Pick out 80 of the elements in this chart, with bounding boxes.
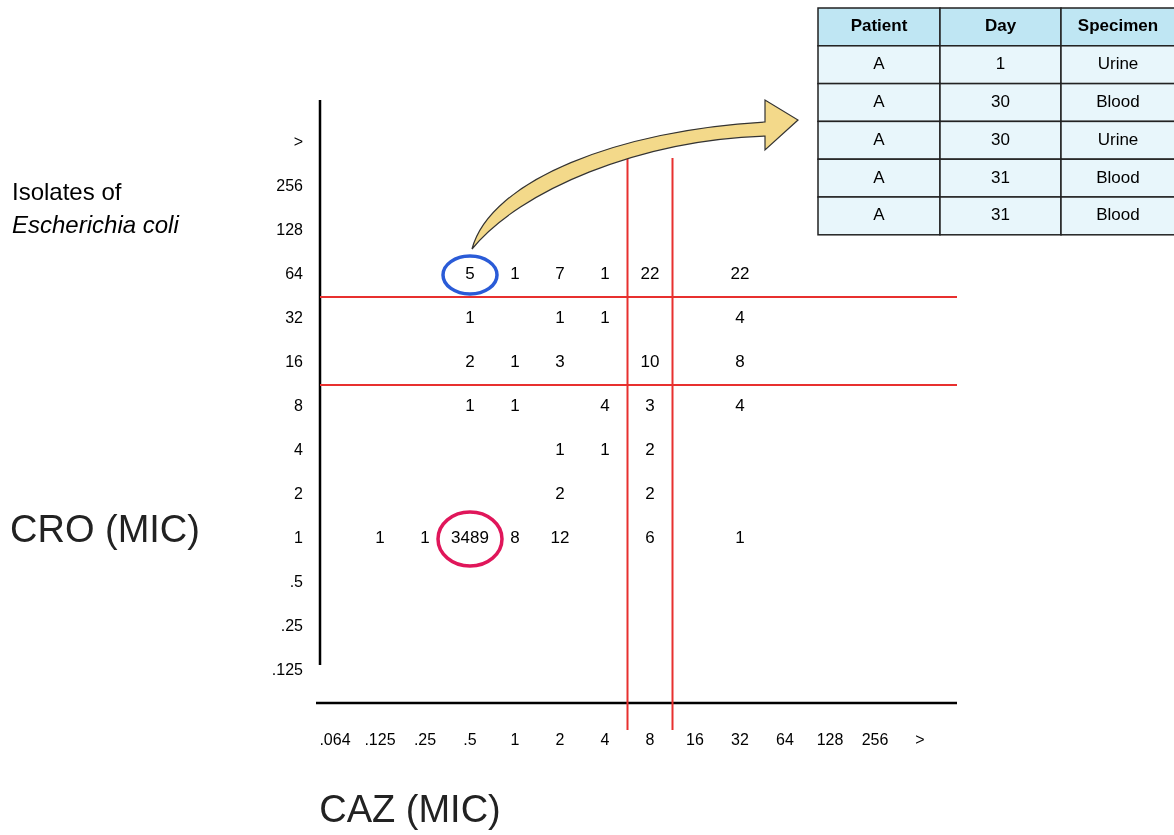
data-label: 2	[465, 352, 475, 372]
data-label: 1	[375, 528, 385, 548]
text: Blood	[1096, 205, 1140, 225]
data-label: 2	[645, 440, 655, 460]
y-axis-title: CRO (MIC)	[10, 508, 200, 550]
data-label: 1	[600, 440, 610, 460]
text: A	[873, 54, 885, 74]
y-tick-label: 4	[294, 441, 304, 459]
category-label: Patient	[850, 16, 908, 36]
data-label: 1	[555, 440, 565, 460]
y-tick-label: .5	[289, 573, 304, 591]
text: Blood	[1096, 91, 1140, 111]
text: 31	[991, 167, 1010, 187]
data-label: 3	[645, 396, 655, 416]
text: A	[873, 167, 885, 187]
x-tick-label: 1	[510, 731, 520, 748]
data-label: 1	[510, 396, 520, 416]
y-tick-label: 128	[276, 221, 304, 239]
x-axis-title: CAZ (MIC)	[319, 788, 501, 830]
data-label: 4	[600, 396, 610, 416]
data-label: 4	[735, 396, 745, 416]
text: 31	[991, 205, 1010, 225]
x-tick-label: .125	[364, 731, 396, 748]
x-tick-label: 128	[816, 731, 844, 748]
y-tick-label: 256	[276, 177, 304, 195]
x-tick-label: 64	[776, 731, 794, 748]
y-tick-label: .125	[271, 661, 304, 679]
text: A	[873, 91, 885, 111]
text: A	[873, 205, 885, 225]
data-label: 12	[550, 528, 570, 548]
x-tick-label: .25	[413, 731, 437, 748]
text: Isolates of Escherichia coli	[12, 178, 180, 238]
text: Urine	[1097, 129, 1139, 149]
x-tick-label: .5	[463, 731, 477, 748]
x-tick-label: >	[915, 731, 925, 748]
y-tick-label: 32	[285, 309, 304, 327]
data-label: 1	[510, 352, 520, 372]
text: 30	[991, 91, 1010, 111]
x-tick-label: .064	[319, 731, 351, 748]
x-tick-label: 256	[861, 731, 889, 748]
data-label: 1	[555, 308, 565, 328]
data-label: 7	[555, 264, 565, 284]
text: A	[873, 129, 885, 149]
category-label: Specimen	[1077, 16, 1159, 36]
data-label: 8	[510, 528, 520, 548]
data-label: 5	[465, 264, 475, 284]
y-tick-label: 64	[285, 265, 304, 283]
y-tick-label: >	[293, 133, 303, 151]
text: 30	[991, 129, 1010, 149]
x-tick-label: 4	[600, 731, 610, 748]
category-label: Day	[984, 16, 1017, 36]
y-tick-label: 2	[294, 485, 304, 503]
data-label: 22	[640, 264, 660, 284]
y-tick-label: 8	[294, 397, 304, 415]
data-label: 4	[735, 308, 745, 328]
y-tick-label: 1	[294, 529, 304, 547]
category-label: 1	[995, 54, 1006, 74]
data-label: 10	[640, 352, 660, 372]
data-label: 2	[645, 484, 655, 504]
x-tick-label: 2	[555, 731, 565, 748]
x-tick-label: 8	[645, 731, 655, 748]
data-label: 1	[465, 396, 475, 416]
data-label: 1	[420, 528, 430, 548]
text: Urine	[1097, 54, 1139, 74]
x-tick-label: 32	[731, 731, 749, 748]
data-label: 6	[645, 528, 655, 548]
y-tick-label: .25	[280, 617, 304, 635]
data-label: 1	[735, 528, 745, 548]
data-label: 3	[555, 352, 565, 372]
data-label: 22	[730, 264, 750, 284]
data-label: 1	[600, 264, 610, 284]
data-label: 3489	[451, 528, 489, 548]
data-label: 1	[600, 308, 610, 328]
data-label: 1	[465, 308, 475, 328]
text: Blood	[1096, 167, 1140, 187]
data-label: 1	[510, 264, 520, 284]
data-label: 2	[555, 484, 565, 504]
data-label: 8	[735, 352, 745, 372]
x-tick-label: 16	[686, 731, 704, 748]
y-tick-label: 16	[285, 353, 304, 371]
